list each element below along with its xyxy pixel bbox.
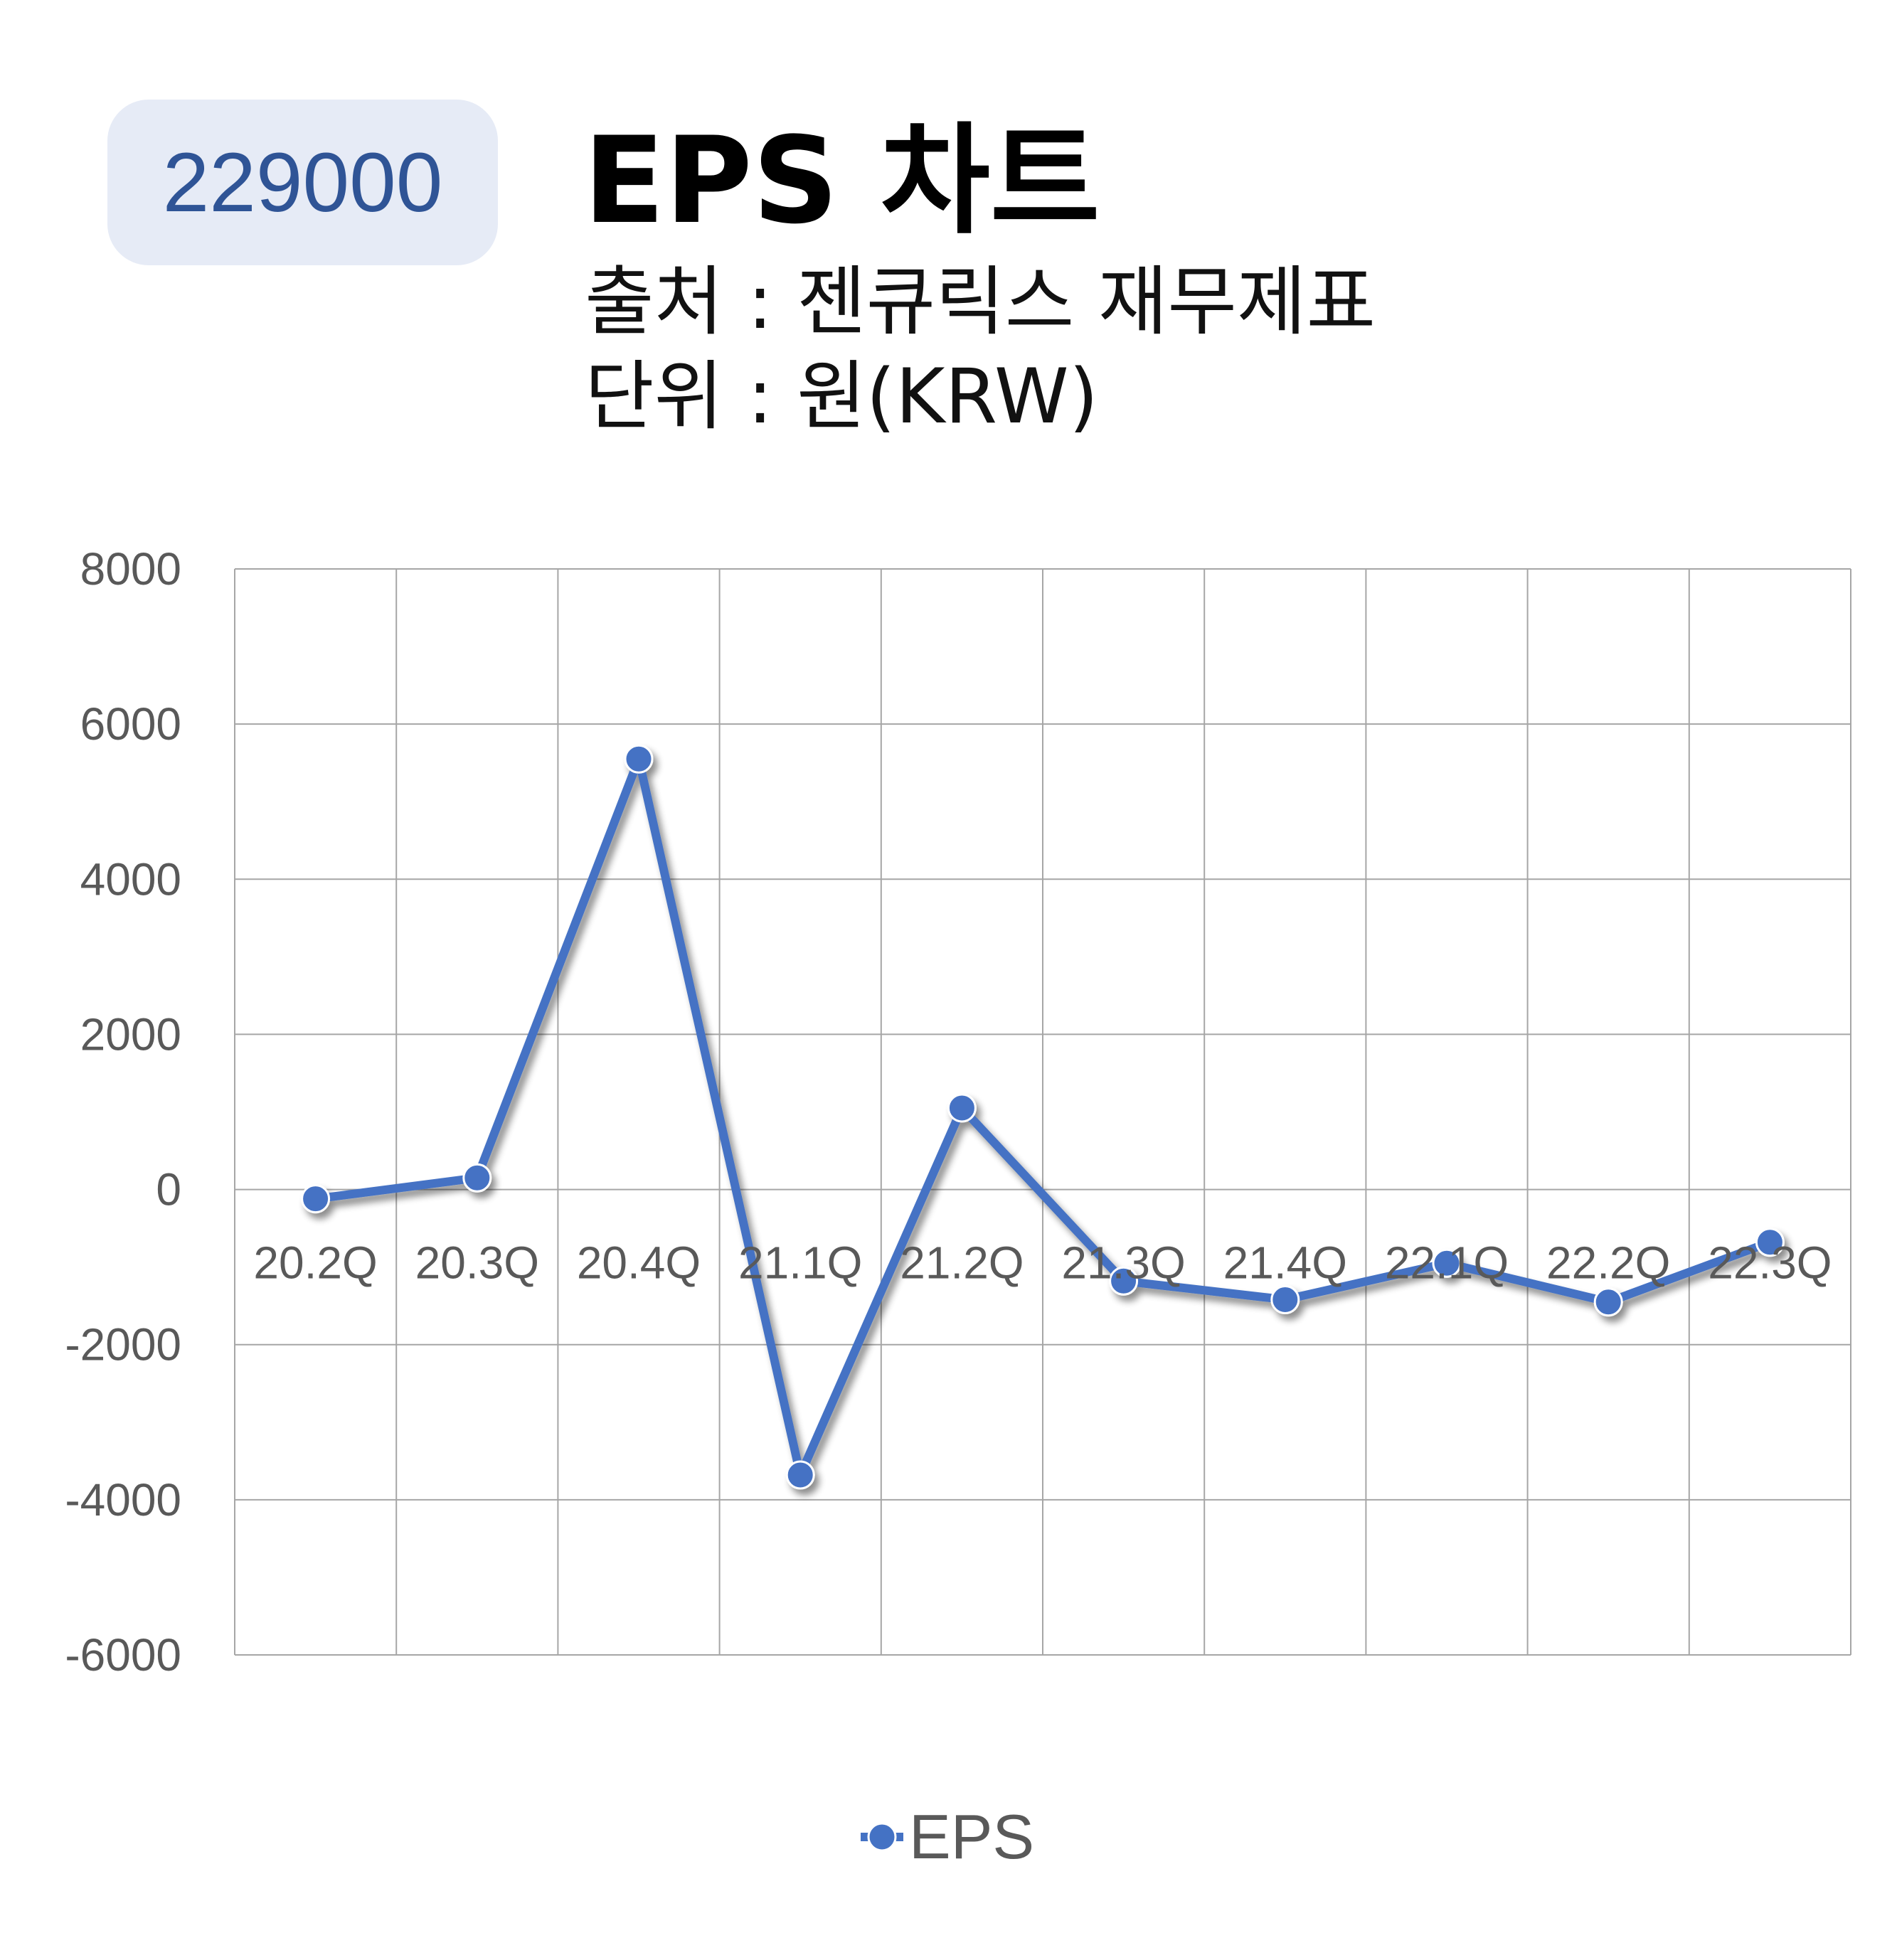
eps-point xyxy=(1755,1227,1785,1257)
x-tick-label: 22.3Q xyxy=(1708,1237,1832,1289)
y-tick-label: 0 xyxy=(156,1164,181,1215)
chart-title: EPS 차트 xyxy=(583,111,1100,250)
eps-point xyxy=(1270,1284,1300,1314)
y-tick-label: 2000 xyxy=(80,1008,181,1060)
unit-label: 단위 : 원(KRW) xyxy=(585,353,1099,440)
x-tick-label: 20.3Q xyxy=(415,1237,539,1289)
y-tick-label: 6000 xyxy=(80,698,181,750)
x-tick-label: 21.4Q xyxy=(1223,1237,1347,1289)
eps-point xyxy=(624,744,654,774)
x-tick-label: 20.2Q xyxy=(253,1237,377,1289)
y-tick-label: 8000 xyxy=(80,543,181,595)
eps-point xyxy=(1432,1248,1462,1278)
y-tick-label: -4000 xyxy=(65,1474,181,1525)
eps-point xyxy=(947,1093,977,1123)
x-tick-label: 21.3Q xyxy=(1061,1237,1185,1289)
legend-label: EPS xyxy=(909,1801,1034,1872)
x-tick-label: 20.4Q xyxy=(577,1237,701,1289)
grid-lines xyxy=(234,568,1851,1656)
eps-point xyxy=(1109,1266,1139,1296)
eps-point xyxy=(462,1163,492,1193)
source-label: 출처 : 젠큐릭스 재무제표 xyxy=(585,258,1376,346)
x-tick-label: 22.1Q xyxy=(1385,1237,1509,1289)
x-axis-ticks: 20.2Q 20.3Q 20.4Q 21.1Q 21.2Q 21.3Q 21.4Q 22.1Q… xyxy=(253,1237,1832,1289)
eps-point xyxy=(301,1184,331,1214)
eps-point xyxy=(785,1460,815,1490)
legend: EPS xyxy=(861,1801,1034,1872)
eps-point xyxy=(1593,1287,1623,1317)
y-tick-label: -2000 xyxy=(65,1319,181,1370)
eps-series xyxy=(301,744,1785,1490)
y-axis-ticks: 8000 6000 4000 2000 0 -2000 -4000 -6000 xyxy=(65,543,181,1681)
y-tick-label: 4000 xyxy=(80,853,181,905)
y-tick-label: -6000 xyxy=(65,1629,181,1681)
legend-marker xyxy=(867,1822,897,1852)
x-tick-label: 21.2Q xyxy=(900,1237,1024,1289)
x-tick-label: 22.2Q xyxy=(1546,1237,1670,1289)
x-tick-label: 21.1Q xyxy=(738,1237,862,1289)
eps-line xyxy=(311,755,1775,1479)
stock-code-badge: 229000 xyxy=(107,100,498,265)
